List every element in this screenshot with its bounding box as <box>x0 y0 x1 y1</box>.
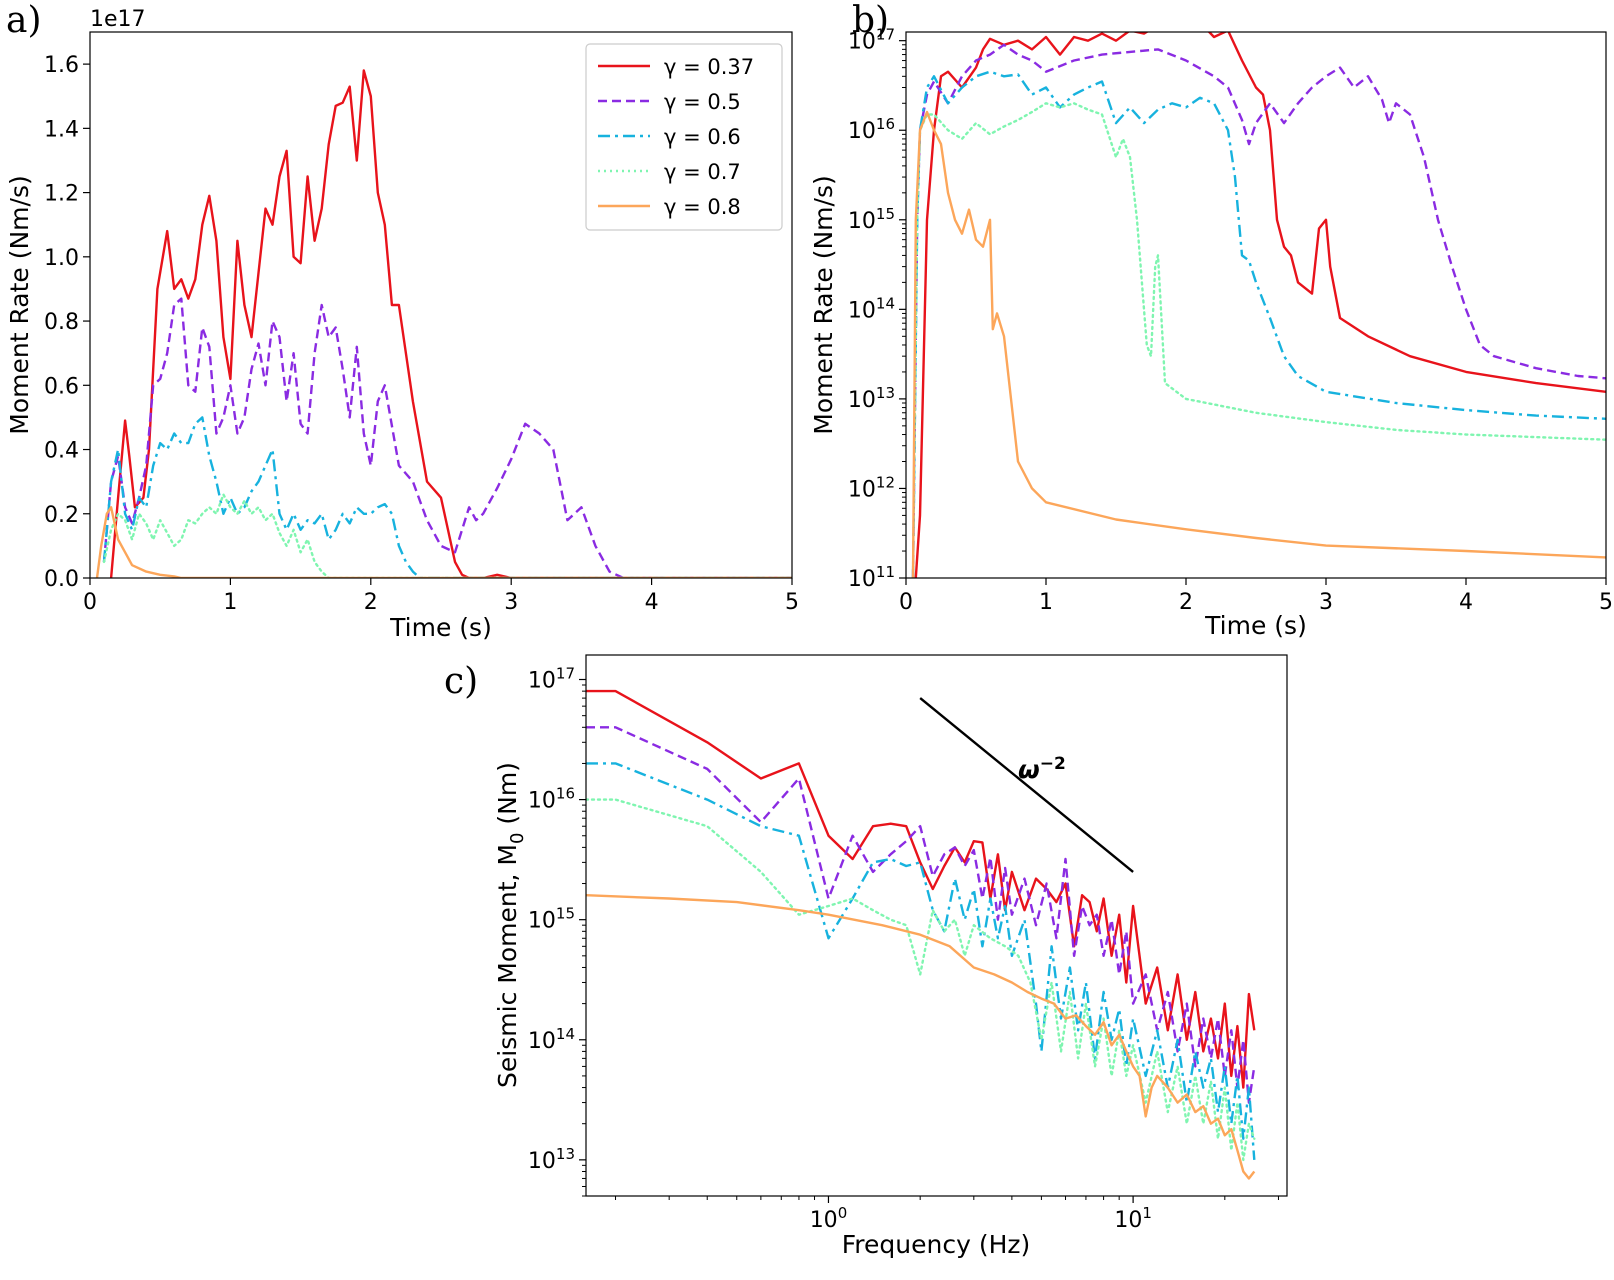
panel-b-ytick-label: 1014 <box>848 294 895 323</box>
panel-c-ytick-label: 1014 <box>528 1025 575 1054</box>
omega-annotation: ω−2 <box>919 697 1134 873</box>
panel-b-ytick-label: 1012 <box>848 473 895 502</box>
panel-a-xtick-label: 1 <box>223 590 237 615</box>
legend-box <box>585 43 783 231</box>
panel-c-xtick-label: 100 <box>810 1204 848 1233</box>
panel-a-ytick-label: 1.4 <box>44 117 79 142</box>
panel-b-xtick-label: 0 <box>899 590 913 615</box>
panel-c-xtick-label: 101 <box>1114 1204 1152 1233</box>
panel-a-xtick-label: 5 <box>785 590 799 615</box>
panel-a-xtick-label: 2 <box>364 590 378 615</box>
panel-a-frame <box>89 31 793 579</box>
legend-entries: γ = 0.37 γ = 0.5 γ = 0.6 γ = 0.7 γ = 0.8 <box>598 55 754 219</box>
panel-a-offset-label: 1e17 <box>90 7 146 32</box>
panel-b-ytick-label: 1013 <box>848 384 895 413</box>
panel-a-xtick-label: 4 <box>645 590 659 615</box>
panel-b-xtick-label: 4 <box>1459 590 1473 615</box>
panel-c-ytick-label: 1017 <box>528 665 575 694</box>
panel-c-ytick-label: 1013 <box>528 1145 575 1174</box>
panel-b-series-3 <box>911 102 1606 578</box>
panel-a-ytick-label: 0.2 <box>44 503 79 528</box>
legend: γ = 0.37 γ = 0.5 γ = 0.6 γ = 0.7 γ = 0.8 <box>585 43 783 231</box>
panel-a-series-3 <box>102 493 792 578</box>
panel-b-frame <box>905 31 1607 579</box>
omega-annotation-symbol: ω <box>1018 755 1040 784</box>
panel-a-ytick-label: 1.0 <box>44 246 79 271</box>
panel-b-plot-area <box>911 32 1606 578</box>
panel-b-series-2 <box>911 70 1606 578</box>
panel-c-ytick-label: 1016 <box>528 785 575 814</box>
panel-c-ylabel: Seismic Moment, M0 (Nm) <box>493 762 528 1088</box>
panel-a-series-2 <box>102 416 792 578</box>
omega-annotation-label: ω−2 <box>1018 754 1066 784</box>
panel-c-series-0 <box>586 689 1256 1089</box>
panel-c-ylabel-main: Seismic Moment, M <box>493 844 522 1088</box>
panel-b-xtick-label: 1 <box>1039 590 1053 615</box>
panel-a-series-0 <box>109 69 792 578</box>
panel-a-ticks: 0 1 2 3 4 5 0.0 0.2 0.4 0.6 0.8 1.0 1.2 1.4 1.6 <box>44 53 799 615</box>
panel-b-xtick-label: 5 <box>1599 590 1613 615</box>
panel-b-xlabel: Time (s) <box>1204 611 1307 640</box>
panel-a-ytick-label: 1.2 <box>44 182 79 207</box>
panel-c: c) 100 101 1013 1014 1015 1016 1017 Frequency … <box>444 654 1288 1259</box>
panel-c-ytick-label: 1015 <box>528 905 575 934</box>
panel-b-ytick-label: 1017 <box>848 26 895 55</box>
panel-b-ytick-label: 1011 <box>848 563 895 592</box>
panel-b-ytick-label: 1015 <box>848 205 895 234</box>
panel-c-ylabel-sub: 0 <box>507 833 528 844</box>
panel-b-ticks: 0 1 2 3 4 5 1011 1012 1013 1014 1015 1016 1017 <box>848 26 1613 615</box>
panel-b-series-1 <box>911 43 1606 578</box>
panel-c-series-4 <box>586 894 1256 1180</box>
panel-b-ytick-label: 1016 <box>848 115 895 144</box>
panel-c-series-1 <box>586 726 1256 1104</box>
panel-a-ytick-label: 0.0 <box>44 567 79 592</box>
legend-label: γ = 0.37 <box>664 55 754 79</box>
legend-label: γ = 0.6 <box>664 125 741 149</box>
panel-a-ylabel: Moment Rate (Nm/s) <box>5 175 34 434</box>
panel-c-label: c) <box>444 661 478 702</box>
panel-a-ytick-label: 0.6 <box>44 374 79 399</box>
panel-c-series-2 <box>586 762 1256 1160</box>
panel-b-series-4 <box>911 110 1606 578</box>
panel-b-ylabel: Moment Rate (Nm/s) <box>809 175 838 434</box>
panel-b-label: b) <box>852 0 889 41</box>
panel-c-plot-area <box>586 689 1256 1180</box>
legend-label: γ = 0.7 <box>664 160 741 184</box>
panel-c-xlabel: Frequency (Hz) <box>842 1230 1031 1259</box>
panel-c-ticks: 100 101 1013 1014 1015 1016 1017 <box>528 665 1279 1233</box>
panel-b: b) 0 1 2 3 4 5 1011 1012 1013 1014 1015 1016 1017 Ti… <box>809 0 1613 640</box>
legend-label: γ = 0.8 <box>664 195 741 219</box>
panel-a-xlabel: Time (s) <box>389 613 492 642</box>
panel-b-xtick-label: 3 <box>1319 590 1333 615</box>
panel-b-xtick-label: 2 <box>1179 590 1193 615</box>
panel-a: a) 0 1 2 3 4 5 0.0 0.2 0.4 0.6 0.8 1.0 1.2 1.4 1.6 1e1… <box>5 0 799 642</box>
panel-a-label: a) <box>6 0 42 41</box>
panel-a-ytick-label: 0.4 <box>44 439 79 464</box>
panel-c-ylabel-tail: (Nm) <box>493 762 522 833</box>
legend-label: γ = 0.5 <box>664 90 741 114</box>
panel-a-xtick-label: 0 <box>83 590 97 615</box>
panel-b-series-0 <box>914 32 1606 578</box>
omega-slope-line <box>919 697 1134 873</box>
omega-annotation-exponent: −2 <box>1040 754 1066 774</box>
panel-a-ytick-label: 1.6 <box>44 53 79 78</box>
panel-a-xtick-label: 3 <box>504 590 518 615</box>
panel-a-series-1 <box>102 297 792 578</box>
panel-a-ytick-label: 0.8 <box>44 310 79 335</box>
panel-c-frame <box>585 654 1288 1197</box>
